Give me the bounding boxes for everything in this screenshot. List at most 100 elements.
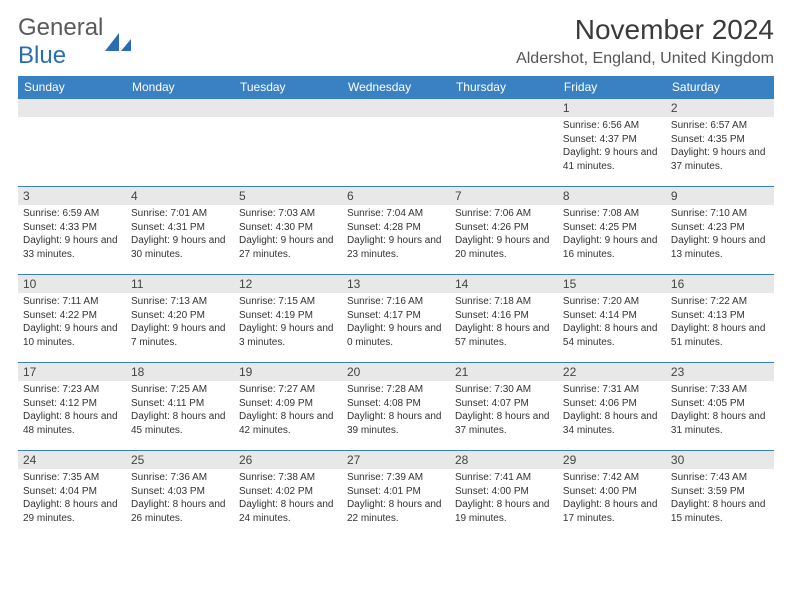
sunrise-text: Sunrise: 7:11 AM: [23, 295, 121, 309]
sunrise-text: Sunrise: 7:23 AM: [23, 383, 121, 397]
sunrise-text: Sunrise: 7:03 AM: [239, 207, 337, 221]
sunset-text: Sunset: 4:28 PM: [347, 221, 445, 235]
daylight-text: Daylight: 8 hours and 24 minutes.: [239, 498, 337, 525]
day-number: 20: [342, 363, 450, 381]
calendar-cell: [342, 99, 450, 187]
daylight-text: Daylight: 8 hours and 54 minutes.: [563, 322, 661, 349]
sunset-text: Sunset: 4:09 PM: [239, 397, 337, 411]
sunrise-text: Sunrise: 7:36 AM: [131, 471, 229, 485]
sunrise-text: Sunrise: 7:27 AM: [239, 383, 337, 397]
sunset-text: Sunset: 4:04 PM: [23, 485, 121, 499]
day-number: 18: [126, 363, 234, 381]
sunset-text: Sunset: 4:25 PM: [563, 221, 661, 235]
daylight-text: Daylight: 9 hours and 7 minutes.: [131, 322, 229, 349]
day-number: 14: [450, 275, 558, 293]
daylight-text: Daylight: 9 hours and 30 minutes.: [131, 234, 229, 261]
day-number: 30: [666, 451, 774, 469]
calendar-body: 1Sunrise: 6:56 AMSunset: 4:37 PMDaylight…: [18, 99, 774, 539]
logo-text-b: Blue: [18, 42, 66, 69]
sunrise-text: Sunrise: 7:30 AM: [455, 383, 553, 397]
day-data: Sunrise: 7:27 AMSunset: 4:09 PMDaylight:…: [234, 381, 342, 439]
calendar-cell: 29Sunrise: 7:42 AMSunset: 4:00 PMDayligh…: [558, 451, 666, 539]
day-data: Sunrise: 7:01 AMSunset: 4:31 PMDaylight:…: [126, 205, 234, 263]
day-data: Sunrise: 7:42 AMSunset: 4:00 PMDaylight:…: [558, 469, 666, 527]
daylight-text: Daylight: 8 hours and 22 minutes.: [347, 498, 445, 525]
day-number: 8: [558, 187, 666, 205]
day-number: 22: [558, 363, 666, 381]
day-data: Sunrise: 7:36 AMSunset: 4:03 PMDaylight:…: [126, 469, 234, 527]
day-number: 10: [18, 275, 126, 293]
daylight-text: Daylight: 8 hours and 39 minutes.: [347, 410, 445, 437]
sunset-text: Sunset: 4:14 PM: [563, 309, 661, 323]
sunrise-text: Sunrise: 7:42 AM: [563, 471, 661, 485]
day-data: Sunrise: 7:43 AMSunset: 3:59 PMDaylight:…: [666, 469, 774, 527]
daylight-text: Daylight: 9 hours and 16 minutes.: [563, 234, 661, 261]
sunset-text: Sunset: 4:00 PM: [563, 485, 661, 499]
calendar-cell: 28Sunrise: 7:41 AMSunset: 4:00 PMDayligh…: [450, 451, 558, 539]
daylight-text: Daylight: 9 hours and 10 minutes.: [23, 322, 121, 349]
daylight-text: Daylight: 8 hours and 57 minutes.: [455, 322, 553, 349]
calendar-head: SundayMondayTuesdayWednesdayThursdayFrid…: [18, 76, 774, 99]
daylight-text: Daylight: 8 hours and 29 minutes.: [23, 498, 121, 525]
sunset-text: Sunset: 4:01 PM: [347, 485, 445, 499]
sunset-text: Sunset: 4:06 PM: [563, 397, 661, 411]
sunrise-text: Sunrise: 6:57 AM: [671, 119, 769, 133]
sunset-text: Sunset: 4:11 PM: [131, 397, 229, 411]
calendar-cell: 13Sunrise: 7:16 AMSunset: 4:17 PMDayligh…: [342, 275, 450, 363]
sunrise-text: Sunrise: 7:39 AM: [347, 471, 445, 485]
day-data: Sunrise: 7:28 AMSunset: 4:08 PMDaylight:…: [342, 381, 450, 439]
sunrise-text: Sunrise: 6:59 AM: [23, 207, 121, 221]
calendar-cell: 4Sunrise: 7:01 AMSunset: 4:31 PMDaylight…: [126, 187, 234, 275]
day-data: Sunrise: 7:10 AMSunset: 4:23 PMDaylight:…: [666, 205, 774, 263]
calendar-cell: 21Sunrise: 7:30 AMSunset: 4:07 PMDayligh…: [450, 363, 558, 451]
weekday-header: Wednesday: [342, 76, 450, 99]
calendar-cell: 6Sunrise: 7:04 AMSunset: 4:28 PMDaylight…: [342, 187, 450, 275]
sunrise-text: Sunrise: 7:13 AM: [131, 295, 229, 309]
calendar-cell: 17Sunrise: 7:23 AMSunset: 4:12 PMDayligh…: [18, 363, 126, 451]
day-data: Sunrise: 7:16 AMSunset: 4:17 PMDaylight:…: [342, 293, 450, 351]
day-number: 5: [234, 187, 342, 205]
day-data: Sunrise: 7:33 AMSunset: 4:05 PMDaylight:…: [666, 381, 774, 439]
calendar-week: 17Sunrise: 7:23 AMSunset: 4:12 PMDayligh…: [18, 363, 774, 451]
calendar-cell: 11Sunrise: 7:13 AMSunset: 4:20 PMDayligh…: [126, 275, 234, 363]
daylight-text: Daylight: 9 hours and 33 minutes.: [23, 234, 121, 261]
calendar-week: 10Sunrise: 7:11 AMSunset: 4:22 PMDayligh…: [18, 275, 774, 363]
sunset-text: Sunset: 4:07 PM: [455, 397, 553, 411]
daylight-text: Daylight: 8 hours and 34 minutes.: [563, 410, 661, 437]
sunrise-text: Sunrise: 7:41 AM: [455, 471, 553, 485]
sunset-text: Sunset: 3:59 PM: [671, 485, 769, 499]
day-data: Sunrise: 7:13 AMSunset: 4:20 PMDaylight:…: [126, 293, 234, 351]
sunrise-text: Sunrise: 7:28 AM: [347, 383, 445, 397]
calendar-week: 24Sunrise: 7:35 AMSunset: 4:04 PMDayligh…: [18, 451, 774, 539]
sunrise-text: Sunrise: 7:31 AM: [563, 383, 661, 397]
day-data: Sunrise: 7:31 AMSunset: 4:06 PMDaylight:…: [558, 381, 666, 439]
day-data: Sunrise: 7:20 AMSunset: 4:14 PMDaylight:…: [558, 293, 666, 351]
day-number: 7: [450, 187, 558, 205]
calendar-cell: 5Sunrise: 7:03 AMSunset: 4:30 PMDaylight…: [234, 187, 342, 275]
day-data: Sunrise: 7:11 AMSunset: 4:22 PMDaylight:…: [18, 293, 126, 351]
day-number: [18, 99, 126, 117]
calendar-cell: 18Sunrise: 7:25 AMSunset: 4:11 PMDayligh…: [126, 363, 234, 451]
sunset-text: Sunset: 4:08 PM: [347, 397, 445, 411]
calendar-cell: 9Sunrise: 7:10 AMSunset: 4:23 PMDaylight…: [666, 187, 774, 275]
calendar-table: SundayMondayTuesdayWednesdayThursdayFrid…: [18, 76, 774, 539]
day-number: 15: [558, 275, 666, 293]
sunrise-text: Sunrise: 7:16 AM: [347, 295, 445, 309]
sunrise-text: Sunrise: 7:08 AM: [563, 207, 661, 221]
calendar-cell: 2Sunrise: 6:57 AMSunset: 4:35 PMDaylight…: [666, 99, 774, 187]
day-number: 6: [342, 187, 450, 205]
page-header: General Blue November 2024 Aldershot, En…: [18, 14, 774, 70]
day-data: Sunrise: 7:39 AMSunset: 4:01 PMDaylight:…: [342, 469, 450, 527]
day-number: 1: [558, 99, 666, 117]
day-data: Sunrise: 6:59 AMSunset: 4:33 PMDaylight:…: [18, 205, 126, 263]
calendar-cell: 15Sunrise: 7:20 AMSunset: 4:14 PMDayligh…: [558, 275, 666, 363]
calendar-cell: [234, 99, 342, 187]
day-number: 29: [558, 451, 666, 469]
day-number: 25: [126, 451, 234, 469]
calendar-cell: 27Sunrise: 7:39 AMSunset: 4:01 PMDayligh…: [342, 451, 450, 539]
sunset-text: Sunset: 4:02 PM: [239, 485, 337, 499]
sunrise-text: Sunrise: 7:04 AM: [347, 207, 445, 221]
daylight-text: Daylight: 9 hours and 13 minutes.: [671, 234, 769, 261]
day-number: 2: [666, 99, 774, 117]
sunrise-text: Sunrise: 7:38 AM: [239, 471, 337, 485]
